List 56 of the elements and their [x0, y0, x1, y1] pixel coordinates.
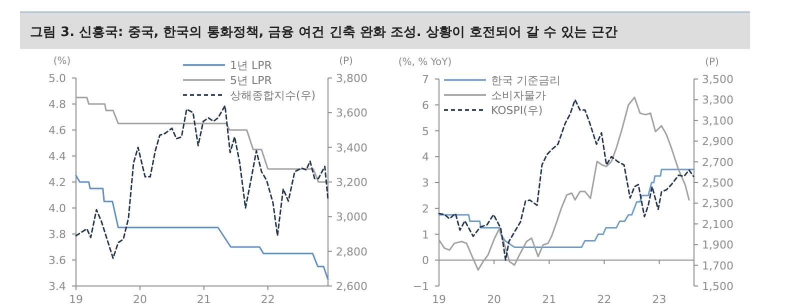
y2-tick-label: 3,600	[336, 106, 368, 120]
y-tick-label: 3.8	[48, 228, 66, 241]
x-tick-label: 21	[196, 293, 211, 306]
legend-label: 소비자물가	[491, 89, 546, 102]
y-tick-label: 6	[422, 98, 429, 112]
y-tick-label: 1	[422, 228, 429, 242]
y2-tick-label: 2,300	[702, 197, 734, 210]
y-tick-label: 4	[422, 150, 429, 164]
x-tick-label: 21	[542, 293, 556, 306]
y2-tick-label: 3,000	[336, 210, 368, 224]
legend-label: 5년 LPR	[230, 74, 272, 87]
legend-label: 한국 기준금리	[491, 74, 560, 87]
y2-tick-label: 3,500	[702, 73, 734, 86]
y2-tick-label: 3,300	[702, 94, 734, 107]
y-tick-label: 0	[422, 254, 429, 268]
y-tick-label: 5	[422, 124, 429, 138]
y-tick-label: 4.2	[48, 176, 66, 189]
y-tick-label: 4.4	[48, 150, 66, 163]
y-tick-label: 3	[422, 176, 429, 190]
y2-tick-label: 2,800	[336, 245, 368, 258]
x-tick-label: 23	[652, 293, 666, 306]
x-tick-label: 19	[69, 293, 83, 306]
chart-title: 그림 3. 신흥국: 중국, 한국의 통화정책, 금융 여건 긴축 완화 조성. 상황이 호전되어 갈 수 있는 근간	[30, 25, 618, 40]
y-axis-title: (%)	[53, 56, 71, 67]
y-axis-title: (%, % YoY)	[398, 57, 452, 68]
y2-tick-label: 3,200	[336, 176, 368, 189]
y-tick-label: 5.0	[48, 72, 66, 85]
y2-axis-title: (P)	[705, 57, 720, 68]
y2-tick-label: 1,700	[702, 259, 734, 272]
y-tick-label: 4.8	[48, 98, 66, 111]
y-tick-label: −1	[412, 280, 429, 293]
y2-axis-title: (P)	[339, 56, 354, 67]
y-tick-label: 3.4	[48, 280, 66, 293]
y2-tick-label: 2,700	[702, 156, 734, 169]
y2-tick-label: 3,100	[702, 114, 734, 128]
x-tick-label: 22	[260, 293, 275, 306]
y2-tick-label: 2,900	[702, 135, 734, 148]
y2-tick-label: 2,100	[702, 218, 734, 231]
legend-label: 1년 LPR	[230, 59, 272, 72]
y2-tick-label: 1,500	[702, 280, 734, 293]
y2-tick-label: 2,500	[702, 176, 734, 190]
y-tick-label: 4.0	[48, 202, 66, 215]
y2-tick-label: 2,600	[336, 280, 368, 293]
x-tick-label: 22	[597, 293, 612, 306]
y2-tick-label: 3,400	[336, 141, 368, 154]
legend-label: KOSPI(우)	[491, 104, 543, 117]
y-tick-label: 2	[422, 202, 429, 216]
y-tick-label: 4.6	[48, 124, 66, 137]
y2-tick-label: 1,900	[702, 238, 734, 252]
x-tick-label: 19	[432, 293, 446, 306]
y2-tick-label: 3,800	[336, 72, 368, 85]
legend-label: 상해종합지수(우)	[230, 89, 316, 102]
y-tick-label: 3.6	[48, 254, 66, 267]
y-tick-label: 7	[422, 73, 429, 86]
x-tick-label: 20	[487, 293, 502, 306]
x-tick-label: 20	[132, 293, 147, 306]
